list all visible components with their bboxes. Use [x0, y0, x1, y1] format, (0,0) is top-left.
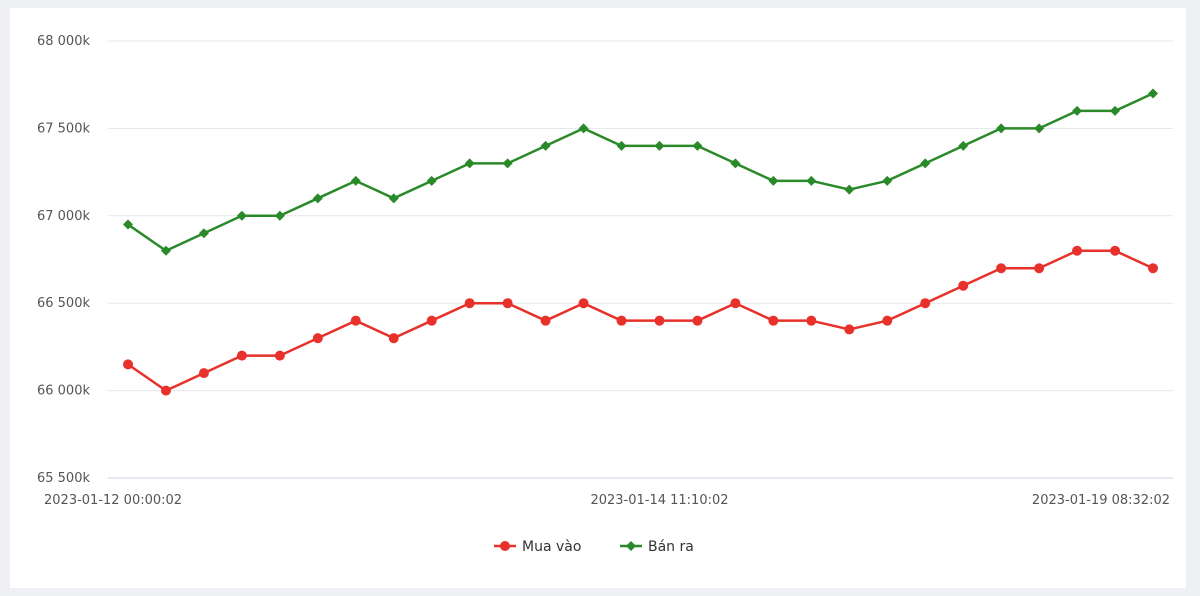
data-point[interactable]	[123, 359, 133, 370]
legend-label: Mua vào	[522, 539, 581, 555]
series-layer	[123, 88, 1158, 396]
data-point[interactable]	[654, 140, 665, 151]
data-point[interactable]	[274, 210, 285, 221]
data-point[interactable]	[540, 140, 551, 151]
data-point[interactable]	[160, 245, 171, 256]
legend-item[interactable]: Bán ra	[620, 539, 694, 555]
data-point[interactable]	[388, 333, 399, 344]
y-tick-label: 67 500k	[37, 121, 90, 136]
data-point[interactable]	[388, 193, 399, 204]
legend-item[interactable]: Mua vào	[494, 539, 581, 555]
y-tick-label: 68 000k	[37, 34, 90, 49]
data-point[interactable]	[844, 184, 855, 195]
y-tick-label: 67 000k	[37, 209, 90, 224]
data-point[interactable]	[578, 298, 589, 309]
data-point[interactable]	[236, 350, 247, 361]
data-point[interactable]	[426, 175, 437, 186]
data-point[interactable]	[1148, 88, 1158, 99]
data-point[interactable]	[1034, 123, 1045, 134]
data-point[interactable]	[502, 298, 513, 309]
data-point[interactable]	[502, 158, 513, 169]
data-point[interactable]	[350, 175, 361, 186]
data-point[interactable]	[920, 158, 931, 169]
data-point[interactable]	[806, 175, 817, 186]
data-point[interactable]	[768, 315, 779, 326]
data-point[interactable]	[464, 298, 475, 309]
data-point[interactable]	[312, 333, 323, 344]
legend-marker	[626, 541, 636, 551]
series-line	[127, 92, 1154, 253]
data-point[interactable]	[692, 140, 703, 151]
line-chart: 68 000k 67 500k 67 000k 66 500k 66 000k 65 50…	[37, 34, 1173, 555]
y-tick-label: 66 000k	[37, 384, 90, 399]
data-point[interactable]	[996, 263, 1007, 274]
data-point[interactable]	[692, 315, 703, 326]
data-point[interactable]	[958, 280, 969, 291]
data-point[interactable]	[844, 324, 855, 335]
data-point[interactable]	[920, 298, 931, 309]
data-point[interactable]	[350, 315, 361, 326]
legend-label: Bán ra	[648, 539, 694, 555]
data-point[interactable]	[123, 219, 133, 230]
chart-card: 68 000k 67 500k 67 000k 66 500k 66 000k 65 50…	[10, 8, 1186, 588]
data-point[interactable]	[654, 315, 665, 326]
data-point[interactable]	[1110, 105, 1121, 116]
series-line	[127, 249, 1154, 392]
x-axis-ticks: 2023-01-12 00:00:02 2023-01-14 11:10:02 20…	[44, 493, 1170, 508]
data-point[interactable]	[578, 123, 589, 134]
data-point[interactable]	[958, 140, 969, 151]
data-point[interactable]	[1072, 245, 1083, 256]
y-tick-label: 65 500k	[37, 471, 90, 486]
data-point[interactable]	[996, 123, 1007, 134]
data-point[interactable]	[1072, 105, 1083, 116]
y-tick-label: 66 500k	[37, 296, 90, 311]
x-tick-label: 2023-01-19 08:32:02	[1032, 493, 1170, 508]
legend: Mua vào Bán ra	[494, 539, 694, 555]
x-tick-label: 2023-01-14 11:10:02	[590, 493, 728, 508]
data-point[interactable]	[882, 175, 893, 186]
data-point[interactable]	[540, 315, 551, 326]
data-point[interactable]	[426, 315, 437, 326]
data-point[interactable]	[198, 228, 209, 239]
data-point[interactable]	[1148, 263, 1158, 274]
data-point[interactable]	[160, 385, 171, 396]
data-point[interactable]	[464, 158, 475, 169]
x-tick-label: 2023-01-12 00:00:02	[44, 493, 182, 508]
grid-lines	[108, 40, 1173, 479]
data-point[interactable]	[730, 298, 741, 309]
data-point[interactable]	[198, 368, 209, 379]
data-point[interactable]	[616, 140, 627, 151]
data-point[interactable]	[1034, 263, 1045, 274]
data-point[interactable]	[806, 315, 817, 326]
data-point[interactable]	[236, 210, 247, 221]
data-point[interactable]	[730, 158, 741, 169]
y-axis-ticks: 68 000k 67 500k 67 000k 66 500k 66 000k 65 50…	[37, 34, 90, 486]
data-point[interactable]	[1110, 245, 1121, 256]
legend-marker	[500, 541, 510, 551]
data-point[interactable]	[768, 175, 779, 186]
data-point[interactable]	[312, 193, 323, 204]
data-point[interactable]	[274, 350, 285, 361]
data-point[interactable]	[882, 315, 893, 326]
data-point[interactable]	[616, 315, 627, 326]
